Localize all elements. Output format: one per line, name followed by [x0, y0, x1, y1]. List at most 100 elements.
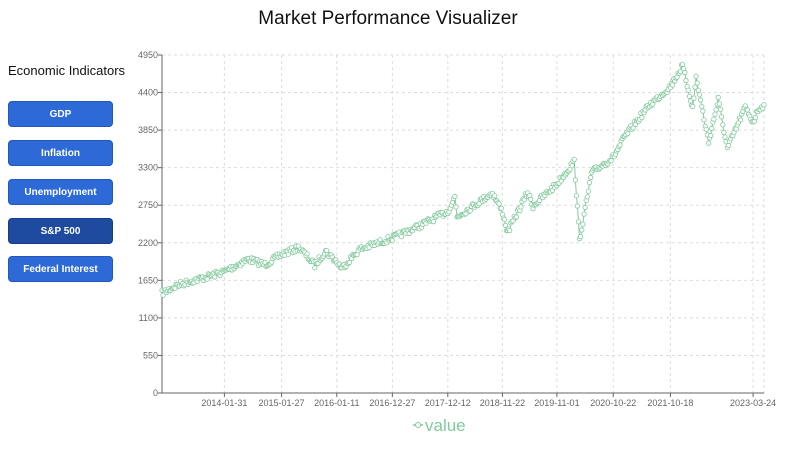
data-point [717, 106, 724, 113]
data-point [700, 108, 706, 114]
data-point [669, 82, 676, 88]
data-point [722, 134, 728, 140]
data-point [575, 219, 582, 225]
data-point [695, 87, 701, 93]
data-point [685, 87, 691, 93]
y-tick-label: 2750 [138, 200, 158, 210]
data-point [513, 214, 520, 220]
unemployment-button[interactable]: Unemployment [8, 179, 113, 205]
data-point [701, 117, 707, 123]
y-tick-label: 4950 [138, 50, 158, 60]
data-point [507, 228, 513, 234]
chart-axes: 0 550 1100 1650 2200 2750 3300 3850 4400 4950 2014… [138, 50, 776, 408]
data-point [212, 274, 218, 280]
data-point [304, 251, 310, 257]
data-point [453, 204, 459, 210]
data-point [608, 158, 614, 164]
data-point [573, 193, 580, 199]
x-tick-label: 2015-01-27 [259, 398, 305, 408]
data-point [721, 129, 727, 135]
data-point [582, 204, 588, 211]
data-point [699, 104, 705, 110]
data-point [492, 193, 498, 199]
y-tick-label: 550 [143, 350, 158, 360]
data-point [581, 211, 587, 217]
y-tick-label: 1100 [139, 313, 158, 323]
y-tick-label: 0 [153, 388, 158, 398]
gdp-button[interactable]: GDP [8, 101, 113, 127]
data-point [571, 156, 577, 162]
data-point [430, 219, 437, 225]
data-point [572, 177, 579, 183]
data-point [712, 111, 718, 117]
data-point [584, 194, 590, 200]
data-point [744, 107, 751, 113]
x-tick-label: 2018-11-22 [480, 398, 525, 408]
data-point [716, 101, 723, 107]
y-tick-label: 4400 [138, 88, 158, 98]
federal-interest-button[interactable]: Federal Interest [8, 256, 113, 282]
data-point [679, 61, 686, 67]
data-point [312, 265, 318, 271]
x-tick-label: 2017-12-12 [425, 398, 471, 408]
x-tick-label: 2016-12-27 [369, 398, 415, 408]
data-point [686, 93, 693, 99]
data-point [580, 221, 586, 227]
x-tick-label: 2014-01-31 [201, 398, 247, 408]
data-point [579, 227, 585, 233]
data-point [528, 196, 534, 202]
chart-legend[interactable]: value [413, 416, 466, 435]
inflation-button[interactable]: Inflation [8, 140, 113, 166]
data-point [703, 126, 709, 132]
data-point [691, 95, 697, 101]
legend-label[interactable]: value [425, 416, 466, 435]
data-point [708, 132, 714, 139]
data-point [467, 208, 473, 214]
data-point [586, 180, 593, 186]
y-tick-label: 3850 [138, 125, 158, 135]
x-tick-label: 2023-03-24 [730, 398, 776, 408]
app-title: Market Performance Visualizer [258, 8, 518, 29]
x-tick-label: 2021-10-18 [647, 398, 693, 408]
data-point [639, 115, 645, 121]
data-point [502, 222, 509, 228]
data-point [452, 193, 458, 200]
data-point [718, 114, 725, 120]
data-point [518, 204, 524, 210]
data-point [346, 259, 352, 266]
data-point [587, 174, 594, 181]
data-point [683, 77, 689, 84]
data-point [711, 116, 717, 122]
data-point [498, 205, 504, 211]
data-point [738, 117, 744, 123]
data-point [720, 122, 726, 128]
data-point [625, 131, 631, 137]
data-point [577, 233, 584, 240]
data-point [501, 216, 508, 222]
sp500-button[interactable]: S&P 500 [8, 218, 113, 244]
legend-marker-icon [415, 422, 421, 428]
sidebar-heading: Economic Indicators [8, 63, 126, 78]
data-point [389, 237, 395, 243]
chart-grid [162, 54, 765, 394]
data-point [398, 234, 404, 240]
data-point [496, 201, 502, 207]
data-point [569, 163, 575, 169]
data-point [696, 92, 703, 98]
x-tick-label: 2016-01-11 [314, 398, 359, 408]
y-tick-label: 1650 [138, 275, 158, 285]
data-point [752, 115, 759, 121]
data-point [713, 107, 719, 113]
data-point [690, 103, 696, 110]
data-point [692, 84, 698, 90]
data-point [705, 140, 712, 146]
data-point [693, 73, 699, 79]
data-point [682, 69, 688, 76]
data-point [574, 203, 581, 209]
data-point [204, 276, 210, 282]
data-point [694, 80, 700, 86]
x-tick-label: 2020-10-22 [590, 398, 636, 408]
data-point [709, 125, 715, 132]
y-tick-label: 3300 [138, 163, 158, 173]
